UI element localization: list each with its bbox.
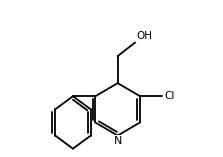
Text: Cl: Cl — [164, 91, 174, 101]
Text: OH: OH — [136, 32, 152, 41]
Text: N: N — [114, 136, 122, 146]
